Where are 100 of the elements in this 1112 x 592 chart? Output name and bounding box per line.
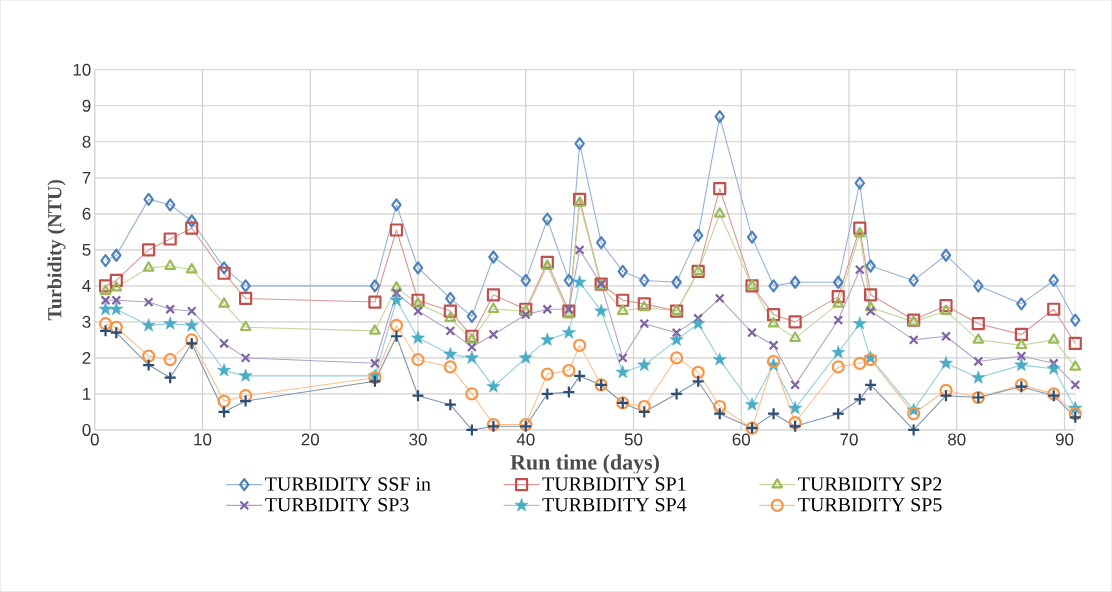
point [713, 407, 727, 421]
point [411, 389, 425, 403]
point [939, 356, 953, 370]
point [389, 329, 404, 344]
point [972, 333, 985, 344]
point [671, 275, 682, 289]
point [163, 316, 178, 330]
point [831, 345, 846, 359]
point [109, 326, 123, 340]
point [574, 137, 585, 151]
point [831, 407, 845, 421]
point [574, 244, 585, 255]
point [853, 227, 866, 238]
point [788, 419, 802, 434]
point [713, 182, 727, 196]
y-tick-label: 1 [83, 388, 91, 400]
point [98, 317, 113, 331]
point [768, 279, 779, 293]
point [789, 275, 801, 289]
point [240, 353, 251, 364]
y-tick-label: 0 [82, 424, 91, 437]
point [541, 259, 554, 271]
point [98, 302, 113, 316]
point [639, 273, 650, 288]
point [617, 353, 628, 364]
x-tick-label: 20 [301, 433, 320, 446]
point [185, 337, 199, 351]
point [165, 304, 176, 315]
point [766, 308, 781, 322]
point [141, 318, 156, 332]
point [412, 261, 424, 275]
point [217, 405, 231, 419]
point [713, 207, 726, 218]
point [670, 351, 684, 365]
y-axis-title: Turbidity (NTU) [47, 180, 66, 321]
point [1016, 351, 1027, 362]
point [465, 423, 479, 437]
point [219, 338, 230, 349]
point [218, 261, 230, 275]
legend-label: TURBIDITY SP3 [265, 498, 409, 512]
point [1070, 380, 1081, 391]
point [185, 333, 199, 347]
point [1047, 333, 1060, 344]
point [186, 306, 197, 317]
y-tick-label: 5 [82, 244, 91, 256]
point [691, 374, 705, 389]
x-tick-label: 80 [948, 433, 966, 446]
x-tick-label: 60 [732, 433, 751, 446]
point [217, 266, 231, 280]
point [464, 350, 479, 364]
point [111, 248, 122, 262]
point [445, 326, 456, 336]
point [853, 356, 867, 371]
point [907, 407, 921, 421]
point [239, 291, 253, 306]
point [164, 198, 176, 212]
point [542, 304, 553, 315]
point [1046, 361, 1061, 375]
point [562, 385, 576, 399]
point [540, 387, 554, 401]
point [864, 300, 877, 312]
legend-label: TURBIDITY SP2 [798, 477, 942, 491]
point [907, 423, 921, 437]
point [109, 320, 123, 335]
point [637, 405, 651, 419]
legend-label: TURBIDITY SSF in [265, 477, 431, 491]
point [184, 318, 199, 332]
point [617, 264, 628, 279]
point [238, 368, 253, 382]
point [908, 335, 919, 345]
point [637, 357, 652, 372]
x-tick-label: 0 [90, 433, 99, 446]
point [540, 367, 554, 381]
point [486, 379, 501, 393]
point [594, 303, 609, 318]
x-tick-label: 70 [840, 433, 858, 446]
point [1068, 337, 1082, 351]
point [466, 342, 477, 353]
point [240, 279, 251, 293]
point [369, 324, 381, 335]
point [163, 232, 177, 246]
point [788, 315, 802, 329]
point [445, 291, 456, 306]
point [767, 317, 780, 328]
point [391, 198, 402, 212]
point [691, 316, 706, 330]
point [542, 212, 553, 226]
point [142, 349, 156, 363]
point [443, 347, 458, 361]
point [466, 333, 478, 344]
point [746, 230, 758, 244]
point [639, 318, 650, 329]
point [488, 250, 499, 264]
point [747, 327, 758, 338]
point [98, 324, 113, 338]
x-tick-label: 50 [624, 433, 643, 446]
point [790, 380, 801, 391]
point [768, 340, 779, 351]
point [908, 273, 919, 288]
legend-label: TURBIDITY SP4 [542, 498, 687, 512]
